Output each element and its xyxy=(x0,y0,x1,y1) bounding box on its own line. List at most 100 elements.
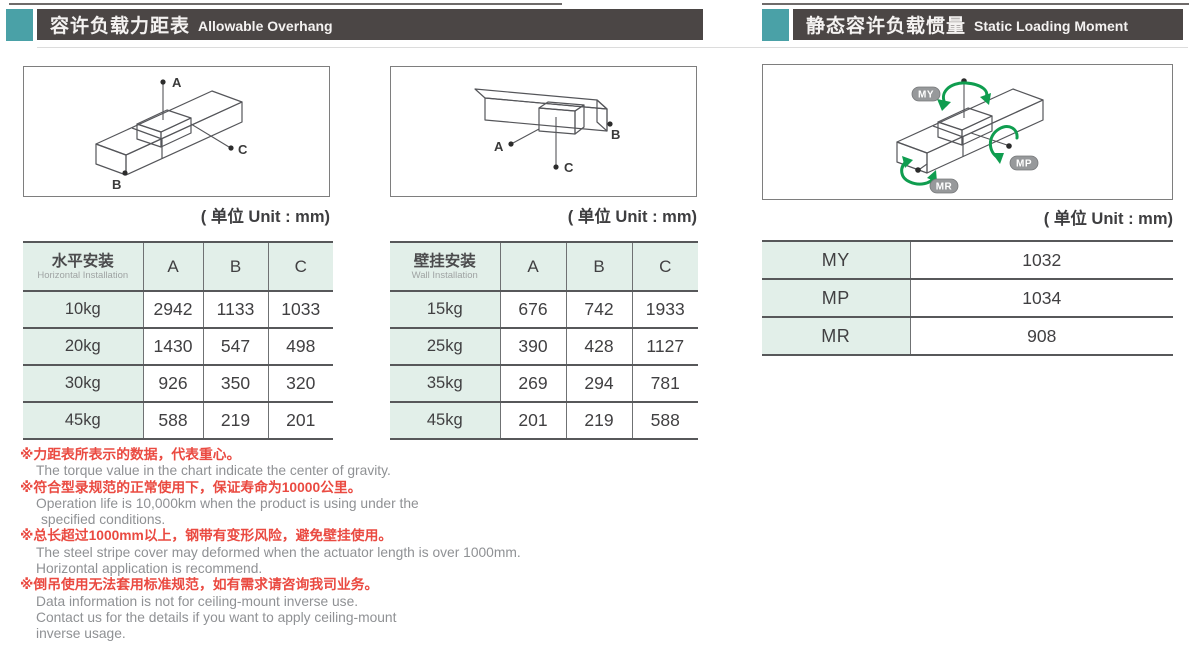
my-rotation-arrow xyxy=(942,81,989,107)
value-cell: 428 xyxy=(565,327,632,365)
footnotes: ※力距表所表示的数据，代表重心。 The torque value in the… xyxy=(20,447,660,643)
value-cell: 1127 xyxy=(631,327,698,365)
section-title-zh: 静态容许负载惯量 xyxy=(806,16,967,37)
value-cell: 2942 xyxy=(142,290,203,328)
value-cell: 219 xyxy=(565,401,632,440)
value-cell: 219 xyxy=(202,401,268,440)
rail-end-face xyxy=(896,141,928,174)
table-row: 15kg 676 742 1933 xyxy=(390,290,698,328)
column-header-c: C xyxy=(631,241,698,291)
point-b-label: B xyxy=(611,127,620,142)
header-cell-installation: 水平安装 Horizontal Installation xyxy=(23,241,143,291)
point-a-dot xyxy=(508,141,514,147)
value-cell: 547 xyxy=(202,327,268,365)
point-a-label: A xyxy=(494,139,504,154)
point-a-label: A xyxy=(172,75,182,90)
mp-rotation-arrow xyxy=(988,125,1019,160)
slider-side-face xyxy=(574,104,585,135)
mr-axis-dot xyxy=(915,167,921,173)
top-rule-left xyxy=(9,3,562,5)
table-header-row: 水平安装 Horizontal Installation A B C xyxy=(23,241,333,291)
slider-front-face xyxy=(538,107,576,135)
note-line: The torque value in the chart indicate t… xyxy=(36,463,391,479)
header-zh: 水平安装 xyxy=(51,252,114,270)
mr-axis-line xyxy=(919,163,928,170)
point-c-dot xyxy=(553,164,559,170)
table-row: 35kg 269 294 781 xyxy=(390,364,698,402)
load-cell: 30kg xyxy=(23,364,143,402)
section-title-zh: 容许负载力距表 xyxy=(50,16,191,37)
value-cell: 588 xyxy=(142,401,203,440)
header-zh: 壁挂安装 xyxy=(413,252,476,270)
table-header-row: 壁挂安装 Wall Installation A B C xyxy=(390,241,698,291)
value-cell: 201 xyxy=(267,401,333,440)
value-cell: 676 xyxy=(499,290,566,328)
point-c-dot xyxy=(228,145,234,151)
mr-badge-label: MR xyxy=(936,182,953,193)
note-line: Data information is not for ceiling-moun… xyxy=(36,593,359,609)
moment-value-cell: 1034 xyxy=(909,278,1173,317)
column-header-b: B xyxy=(202,241,268,291)
load-cell: 35kg xyxy=(390,364,500,402)
my-arrowhead-right xyxy=(980,93,991,105)
diagram-static-loading-moment: MY MP MR xyxy=(762,64,1173,200)
unit-note: ( 单位 Unit : mm) xyxy=(567,208,697,226)
table-row: MR 908 xyxy=(762,316,1173,356)
load-cell: 45kg xyxy=(23,401,143,440)
accent-square-right xyxy=(762,9,789,41)
column-header-b: B xyxy=(565,241,632,291)
header-en: Wall Installation xyxy=(411,269,478,281)
wall-installation-isometric-drawing: A B C xyxy=(474,88,620,175)
horizontal-installation-isometric-drawing: A B C xyxy=(95,75,248,192)
my-badge xyxy=(911,86,941,102)
accent-square-left xyxy=(6,9,33,41)
unit-note: ( 单位 Unit : mm) xyxy=(200,208,330,226)
table-horizontal-installation: 水平安装 Horizontal Installation A B C 10kg … xyxy=(23,241,333,440)
load-cell: 15kg xyxy=(390,290,500,328)
point-c-label: C xyxy=(564,160,574,175)
value-cell: 269 xyxy=(499,364,566,402)
rail-segment-line xyxy=(131,127,163,159)
mr-rotation-arrow xyxy=(900,159,936,186)
moment-label-cell: MY xyxy=(762,240,910,279)
section-title-en: Allowable Overhang xyxy=(198,18,333,34)
note-line: ※倒吊使用无法套用标准规范，如有需求请咨询我司业务。 xyxy=(20,577,379,593)
value-cell: 294 xyxy=(565,364,632,402)
section-header-static-loading-moment: 静态容许负载惯量 Static Loading Moment xyxy=(793,9,1183,40)
section-header-allowable-overhang: 容许负载力距表 Allowable Overhang xyxy=(37,9,703,40)
value-cell: 1933 xyxy=(631,290,698,328)
slider-side-face xyxy=(136,123,162,148)
note-line: inverse usage. xyxy=(36,626,126,642)
table-row: 45kg 588 219 201 xyxy=(23,401,333,440)
moment-label-cell: MP xyxy=(762,278,910,317)
note-line: The steel stripe cover may deformed when… xyxy=(36,544,521,560)
point-b-label: B xyxy=(112,177,121,192)
value-cell: 390 xyxy=(499,327,566,365)
mp-badge xyxy=(1009,155,1039,171)
point-b-dot xyxy=(607,121,613,127)
value-cell: 320 xyxy=(267,364,333,402)
note-line: Contact us for the details if you want t… xyxy=(36,609,397,625)
point-c-label: C xyxy=(238,142,248,157)
note-line: ※符合型录规范的正常使用下，保证寿命为10000公里。 xyxy=(20,479,362,495)
value-cell: 781 xyxy=(631,364,698,402)
header-cell-installation: 壁挂安装 Wall Installation xyxy=(390,241,500,291)
rail-top-face xyxy=(95,90,243,156)
rail-segment-line xyxy=(932,125,964,157)
dimension-line-a xyxy=(512,128,540,144)
column-header-a: A xyxy=(499,241,566,291)
mp-badge-label: MP xyxy=(1016,159,1032,170)
column-header-c: C xyxy=(267,241,333,291)
dimension-line-c xyxy=(190,123,230,148)
table-row: 30kg 926 350 320 xyxy=(23,364,333,402)
table-row: MP 1034 xyxy=(762,278,1173,317)
value-cell: 588 xyxy=(631,401,698,440)
value-cell: 350 xyxy=(202,364,268,402)
table-row: 10kg 2942 1133 1033 xyxy=(23,290,333,328)
section-title-en: Static Loading Moment xyxy=(974,18,1129,34)
my-badge-label: MY xyxy=(918,90,934,101)
mp-arrowhead xyxy=(992,153,1004,164)
value-cell: 1430 xyxy=(142,327,203,365)
point-b-dot xyxy=(122,170,128,176)
